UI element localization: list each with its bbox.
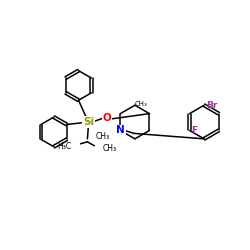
Text: CH₃: CH₃ [135, 101, 147, 107]
Text: H₃C: H₃C [58, 142, 71, 151]
Text: CH₃: CH₃ [102, 144, 117, 153]
Text: Si: Si [83, 117, 94, 127]
Text: F: F [192, 126, 198, 135]
Text: Br: Br [206, 101, 218, 110]
Text: CH₃: CH₃ [95, 132, 110, 141]
Text: O: O [103, 113, 112, 123]
Text: N: N [116, 126, 125, 136]
